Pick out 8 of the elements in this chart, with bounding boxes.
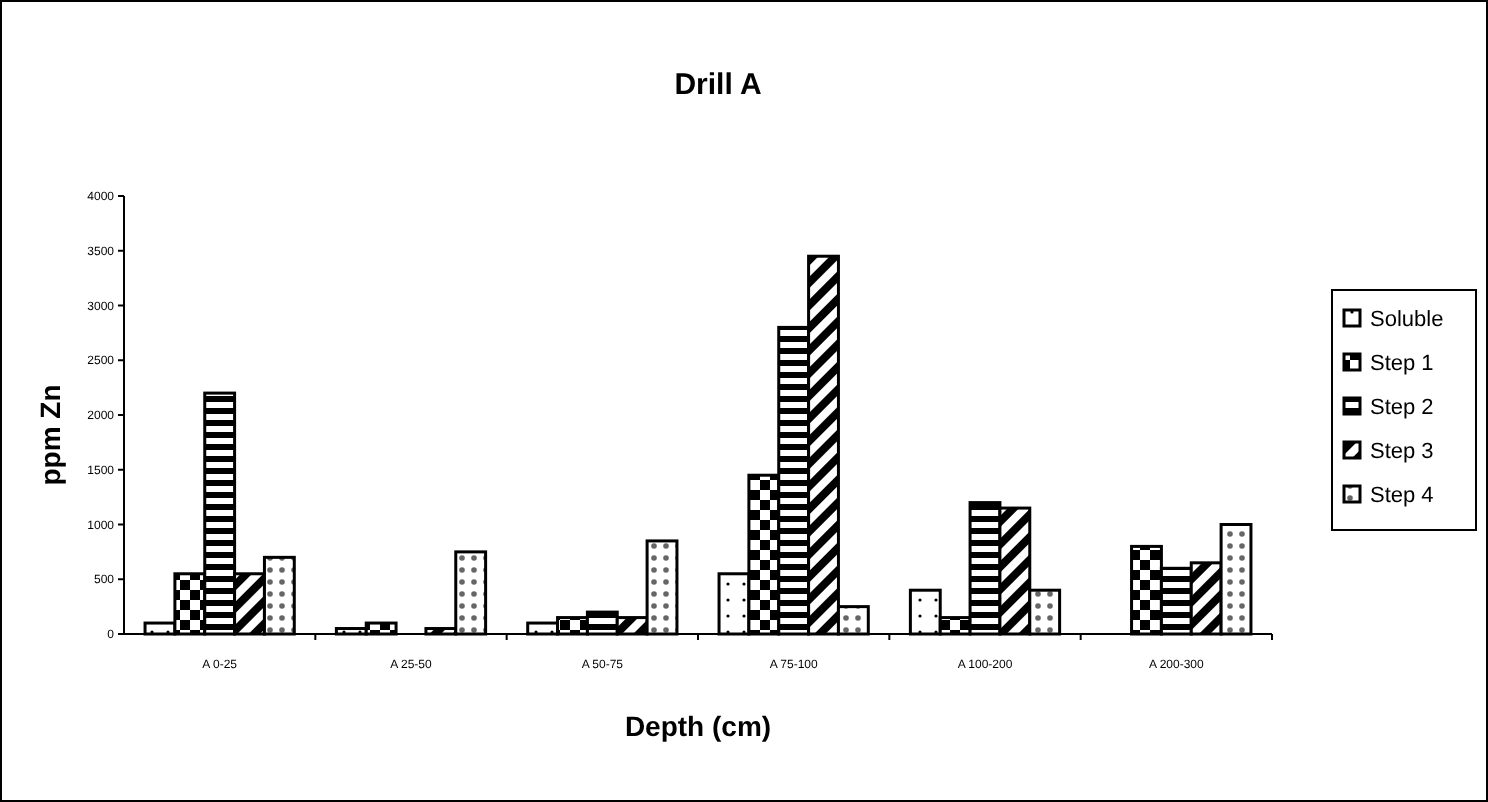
legend-label: Step 1 <box>1370 352 1434 376</box>
legend-label: Step 3 <box>1370 440 1434 464</box>
legend-label: Step 4 <box>1370 484 1434 508</box>
chart-title: Drill A <box>674 68 762 102</box>
y-axis-title: ppm Zn <box>34 384 66 486</box>
legend-label: Step 2 <box>1370 396 1434 420</box>
legend-label: Soluble <box>1370 308 1444 332</box>
x-axis-title: Depth (cm) <box>624 710 772 742</box>
